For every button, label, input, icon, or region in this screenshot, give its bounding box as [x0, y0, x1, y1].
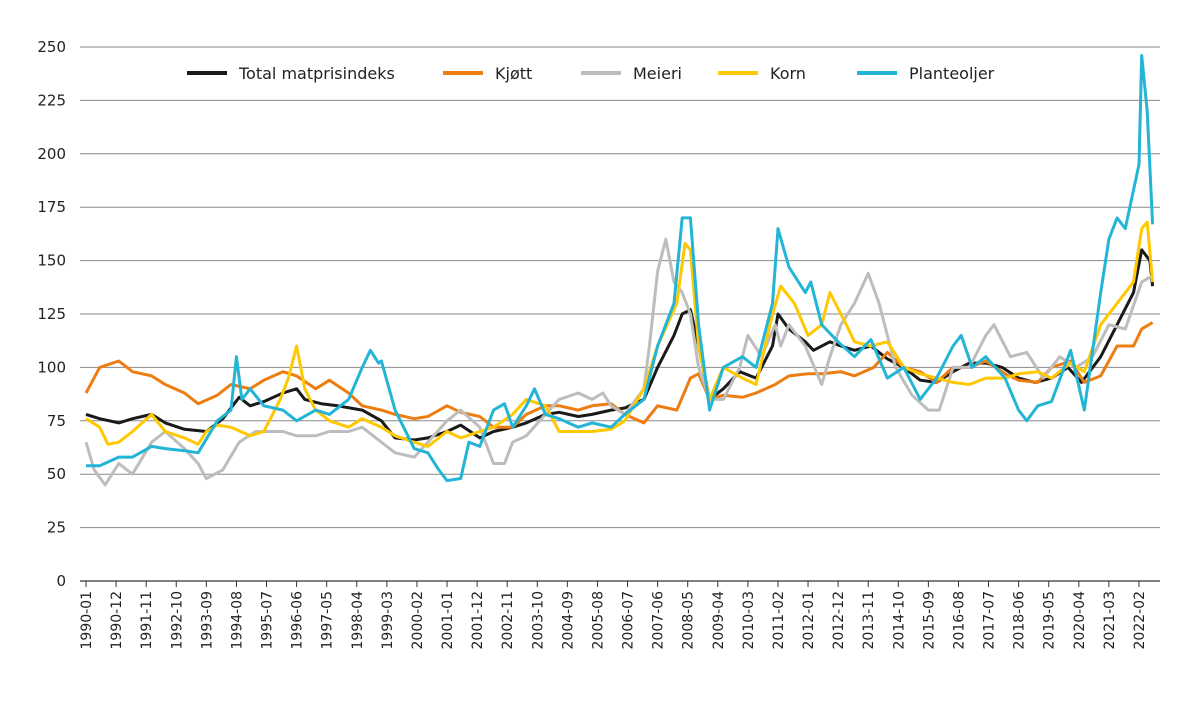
x-axis: 1990-01 1990-12 1991-11 1992-10 1993-09 1994-… — [79, 581, 1148, 650]
x-tick-label: 2004-09 — [560, 591, 576, 650]
x-tick-label: 2015-09 — [921, 591, 937, 650]
x-tick-label: 2003-10 — [530, 591, 546, 650]
x-tick-label: 2021-03 — [1102, 591, 1118, 650]
x-tick-label: 1998-04 — [350, 591, 366, 650]
x-tick-label: 2022-02 — [1132, 591, 1148, 650]
x-tick-label: 2013-11 — [861, 591, 877, 650]
y-tick-label: 125 — [37, 305, 66, 323]
legend: Total matprisindeks Kjøtt Meieri Korn Plante… — [170, 57, 1030, 89]
x-tick-label: 2010-03 — [741, 591, 757, 650]
legend-label: Planteoljer — [909, 64, 995, 83]
x-tick-label: 2001-01 — [440, 591, 456, 650]
x-tick-label: 2017-07 — [982, 591, 998, 650]
x-tick-label: 1999-03 — [380, 591, 396, 650]
x-tick-label: 2018-06 — [1012, 591, 1028, 650]
series-lines — [84, 54, 1155, 487]
x-tick-label: 1993-09 — [199, 591, 215, 650]
x-tick-label: 2014-10 — [891, 591, 907, 650]
y-tick-label: 75 — [47, 412, 66, 430]
x-tick-label: 2000-02 — [410, 591, 426, 650]
series-line-5 — [86, 54, 1155, 483]
y-tick-label: 200 — [37, 145, 66, 163]
x-tick-label: 2011-02 — [771, 591, 787, 650]
x-tick-label: 1990-01 — [79, 591, 95, 650]
x-tick-label: 2001-12 — [470, 591, 486, 650]
x-tick-label: 2012-01 — [801, 591, 817, 650]
x-tick-label: 2002-11 — [500, 591, 516, 650]
x-tick-label: 2007-06 — [651, 591, 667, 650]
x-tick-label: 1990-12 — [109, 591, 125, 650]
legend-label: Korn — [770, 64, 806, 83]
x-tick-label: 1997-05 — [320, 591, 336, 650]
x-tick-label: 1995-07 — [260, 591, 276, 650]
y-tick-label: 175 — [37, 198, 66, 216]
x-tick-label: 2009-04 — [711, 591, 727, 650]
x-tick-label: 2012-12 — [831, 591, 847, 650]
series-line-2 — [84, 321, 1154, 429]
y-tick-label: 25 — [47, 519, 66, 537]
x-tick-label: 1996-06 — [290, 591, 306, 650]
x-tick-label: 1991-11 — [139, 591, 155, 650]
y-tick-label: 150 — [37, 252, 66, 270]
series-line-3 — [84, 237, 1154, 487]
x-tick-label: 1992-10 — [169, 591, 185, 650]
x-tick-label: 2005-08 — [590, 591, 606, 650]
y-tick-label: 100 — [37, 358, 66, 376]
y-tick-label: 50 — [47, 465, 66, 483]
x-tick-label: 2006-07 — [621, 591, 637, 650]
x-tick-label: 2008-05 — [681, 591, 697, 650]
legend-label: Total matprisindeks — [238, 64, 395, 83]
x-tick-label: 2020-04 — [1072, 591, 1088, 650]
series-line-4 — [85, 220, 1155, 448]
x-tick-label: 2016-08 — [951, 591, 967, 650]
gridlines — [80, 46, 1160, 582]
x-tick-label: 2019-05 — [1042, 591, 1058, 650]
legend-label: Kjøtt — [495, 64, 532, 83]
x-tick-label: 1994-08 — [229, 591, 245, 650]
y-tick-label: 0 — [56, 572, 66, 590]
y-axis: 0 25 50 75 100 125 150 175 200 225 250 — [37, 38, 66, 590]
y-tick-label: 250 — [37, 38, 66, 56]
legend-label: Meieri — [633, 64, 682, 83]
y-tick-label: 225 — [37, 91, 66, 109]
